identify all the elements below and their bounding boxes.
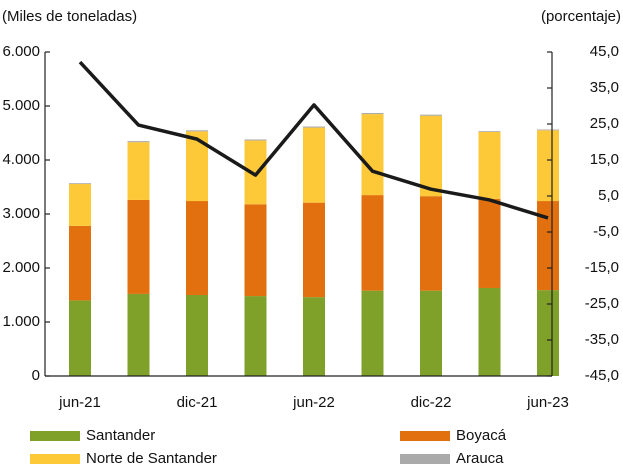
bar-segment (537, 130, 559, 202)
y2-tick-label: 15,0 (590, 151, 619, 168)
bar-segment (361, 290, 384, 376)
bar-segment (69, 184, 91, 226)
y2-tick-label: -5,0 (593, 223, 619, 240)
x-tick-label: jun-23 (526, 394, 569, 411)
bar-segment (303, 127, 325, 203)
bar-segment (186, 131, 208, 202)
y-tick-label: 0 (32, 367, 40, 384)
bar-segment (420, 196, 442, 291)
legend-label: Boyacá (456, 427, 507, 444)
y-tick-label: 2.000 (2, 259, 40, 276)
y-tick-label: 3.000 (2, 205, 40, 222)
y2-tick-label: -25,0 (585, 295, 619, 312)
y-tick-label: 1.000 (2, 313, 40, 330)
bar-segment (420, 290, 442, 376)
bar-segment (361, 113, 384, 115)
bar-segment (537, 129, 559, 131)
x-tick-label: jun-21 (58, 394, 101, 411)
y2-tick-label: -45,0 (585, 367, 619, 384)
y2-tick-label: 35,0 (590, 79, 619, 96)
bar-segment (537, 290, 559, 376)
bar-segment (537, 201, 559, 291)
bar-segment (478, 287, 501, 376)
line-series (78, 60, 549, 220)
bar-segment (186, 295, 208, 376)
bar-segment (478, 131, 501, 132)
legend-label: Santander (86, 427, 155, 444)
bar-segment (244, 139, 267, 141)
y2-tick-label: 25,0 (590, 115, 619, 132)
bar-segment (303, 126, 325, 128)
bar-segment (69, 225, 91, 301)
y2-tick-label: -15,0 (585, 259, 619, 276)
y-tick-label: 4.000 (2, 151, 40, 168)
bar-segment (478, 131, 501, 199)
x-tick-label: dic-21 (177, 394, 218, 411)
legend-swatch (400, 454, 450, 464)
y-axis-label: (Miles de toneladas) (2, 8, 137, 25)
bar-segment (127, 141, 150, 143)
bar-segment (303, 202, 325, 298)
y2-tick-label: 45,0 (590, 43, 619, 60)
bar-segment (361, 114, 384, 196)
y-tick-label: 5.000 (2, 97, 40, 114)
bar-segment (186, 201, 208, 295)
bar-segment (303, 297, 325, 376)
y-tick-label: 6.000 (2, 43, 40, 60)
y2-tick-label: 5,0 (598, 187, 619, 204)
bar-segment (127, 142, 150, 200)
bar-segment (244, 296, 267, 376)
legend-swatch (400, 431, 450, 441)
bar-segment (478, 198, 501, 288)
legend-swatch (30, 431, 80, 441)
bar-segment (69, 183, 91, 185)
bar-segment (127, 293, 150, 376)
legend-swatch (30, 454, 80, 464)
y2-tick-label: -35,0 (585, 331, 619, 348)
bar-segment (127, 199, 150, 294)
bar-segment (420, 114, 442, 116)
y2-axis-label: (porcentaje) (541, 8, 621, 25)
x-tick-label: jun-22 (292, 394, 335, 411)
bar-segment (244, 204, 267, 297)
bar-segment (69, 300, 91, 376)
legend-label: Norte de Santander (86, 450, 217, 467)
bar-segment (361, 195, 384, 291)
x-tick-label: dic-22 (411, 394, 452, 411)
bar-segment (420, 115, 442, 197)
legend-label: Arauca (456, 450, 504, 467)
bar-segment (186, 130, 208, 132)
